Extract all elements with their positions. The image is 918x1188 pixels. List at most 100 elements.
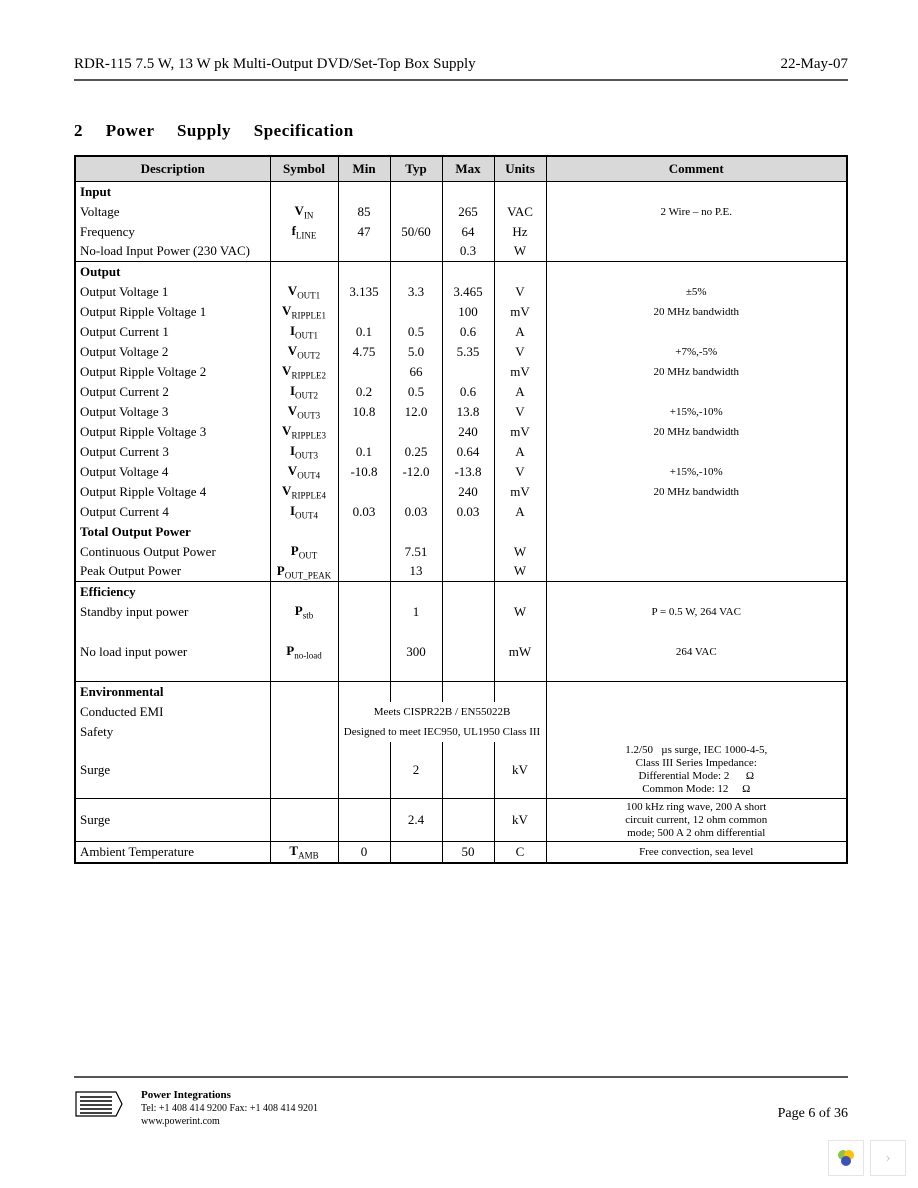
chevron-right-icon[interactable]: › [870, 1140, 906, 1176]
cell-typ [390, 522, 442, 542]
widget-logo-icon[interactable] [828, 1140, 864, 1176]
cell-typ: 5.0 [390, 342, 442, 362]
cell-description: Environmental [75, 682, 270, 702]
cell-typ: 2.4 [390, 799, 442, 842]
cell-max: 0.03 [442, 502, 494, 522]
cell-description: Efficiency [75, 582, 270, 602]
th-typ: Typ [390, 156, 442, 182]
cell-description: Output Current 4 [75, 502, 270, 522]
cell-description: No load input power [75, 642, 270, 662]
footer-text: Power Integrations Tel: +1 408 414 9200 … [141, 1088, 318, 1128]
cell-unit: A [494, 322, 546, 342]
table-row: Peak Output PowerPOUT_PEAK13W [75, 562, 847, 582]
cell-min: 47 [338, 222, 390, 242]
cell-max [442, 262, 494, 282]
cell-max: 265 [442, 202, 494, 222]
cell-unit: V [494, 282, 546, 302]
cell-typ: 7.51 [390, 542, 442, 562]
cell-description: Output Voltage 1 [75, 282, 270, 302]
company-name: Power Integrations [141, 1088, 318, 1102]
page-header: RDR-115 7.5 W, 13 W pk Multi-Output DVD/… [74, 56, 848, 73]
cell-typ: 66 [390, 362, 442, 382]
cell-min [338, 422, 390, 442]
cell-comment [546, 562, 847, 582]
cell-min [338, 182, 390, 202]
cell-comment: 20 MHz bandwidth [546, 422, 847, 442]
table-row: Output Ripple Voltage 1VRIPPLE1100mV20 M… [75, 302, 847, 322]
cell-max [442, 799, 494, 842]
cell-comment: +7%,-5% [546, 342, 847, 362]
cell-typ [390, 202, 442, 222]
table-row: No load input powerPno-load300mW264 VAC [75, 642, 847, 662]
table-row: Surge2.4kV100 kHz ring wave, 200 A short… [75, 799, 847, 842]
cell-description: Voltage [75, 202, 270, 222]
table-row: Output Voltage 3VOUT310.812.013.8V+15%,-… [75, 402, 847, 422]
cell-max [442, 542, 494, 562]
cell-description: Output Ripple Voltage 4 [75, 482, 270, 502]
cell-merged: Designed to meet IEC950, UL1950 Class II… [338, 722, 546, 742]
cell-max: 3.465 [442, 282, 494, 302]
cell-unit [494, 522, 546, 542]
cell-symbol: VOUT2 [270, 342, 338, 362]
cell-symbol: VRIPPLE3 [270, 422, 338, 442]
cell-symbol: Pstb [270, 602, 338, 622]
cell-min: 85 [338, 202, 390, 222]
cell-unit [494, 262, 546, 282]
cell-typ [390, 182, 442, 202]
company-web: www.powerint.com [141, 1115, 318, 1128]
cell-min: 0 [338, 842, 390, 863]
cell-unit: W [494, 602, 546, 622]
cell-max: 240 [442, 482, 494, 502]
cell-min: 4.75 [338, 342, 390, 362]
cell-min [338, 482, 390, 502]
cell-min [338, 302, 390, 322]
cell-description: Input [75, 182, 270, 202]
cell-max [442, 562, 494, 582]
cell-min [338, 562, 390, 582]
cell-unit: mV [494, 302, 546, 322]
table-row: Ambient TemperatureTAMB050CFree convecti… [75, 842, 847, 863]
cell-typ: 13 [390, 562, 442, 582]
cell-min: 0.1 [338, 442, 390, 462]
cell-max: 13.8 [442, 402, 494, 422]
th-max: Max [442, 156, 494, 182]
cell-min: -10.8 [338, 462, 390, 482]
table-row: Output Voltage 1VOUT13.1353.33.465V±5% [75, 282, 847, 302]
cell-symbol: IOUT2 [270, 382, 338, 402]
cell-min [338, 262, 390, 282]
cell-min: 0.03 [338, 502, 390, 522]
cell-description: Output Ripple Voltage 3 [75, 422, 270, 442]
cell-description: Safety [75, 722, 270, 742]
table-row: Output Ripple Voltage 3VRIPPLE3240mV20 M… [75, 422, 847, 442]
cell-typ: 0.5 [390, 322, 442, 342]
cell-unit [494, 682, 546, 702]
cell-unit: kV [494, 799, 546, 842]
cell-max: 5.35 [442, 342, 494, 362]
cell-min [338, 582, 390, 602]
cell-typ [390, 242, 442, 262]
cell-comment [546, 262, 847, 282]
cell-typ [390, 302, 442, 322]
cell-typ [390, 262, 442, 282]
cell-comment [546, 582, 847, 602]
cell-min: 10.8 [338, 402, 390, 422]
cell-comment [546, 542, 847, 562]
table-row: Conducted EMIMeets CISPR22B / EN55022B [75, 702, 847, 722]
cell-comment: 20 MHz bandwidth [546, 362, 847, 382]
cell-max: 50 [442, 842, 494, 863]
cell-unit: A [494, 442, 546, 462]
cell-unit: mV [494, 482, 546, 502]
cell-max: 0.64 [442, 442, 494, 462]
table-row: Output Voltage 2VOUT24.755.05.35V+7%,-5% [75, 342, 847, 362]
th-symbol: Symbol [270, 156, 338, 182]
cell-description: Conducted EMI [75, 702, 270, 722]
cell-max [442, 602, 494, 622]
cell-unit [494, 582, 546, 602]
cell-unit: V [494, 462, 546, 482]
cell-typ: 50/60 [390, 222, 442, 242]
table-row: Standby input powerPstb1WP = 0.5 W, 264 … [75, 602, 847, 622]
th-description: Description [75, 156, 270, 182]
cell-unit [494, 182, 546, 202]
cell-comment: 1.2/50 µs surge, IEC 1000-4-5,Class III … [546, 742, 847, 799]
cell-unit: C [494, 842, 546, 863]
